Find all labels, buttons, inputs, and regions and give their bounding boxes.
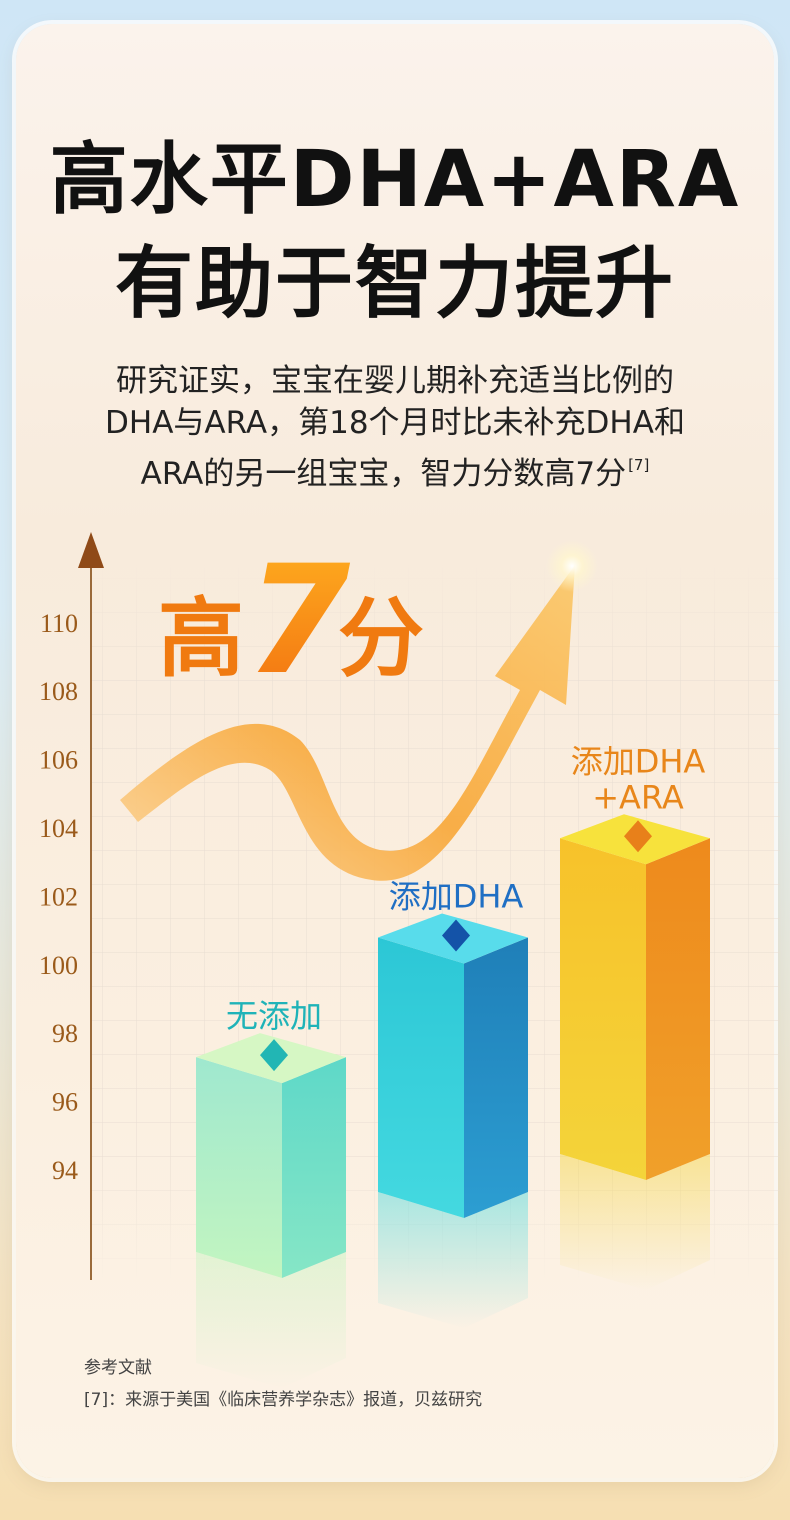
bar-category-label: 添加DHA <box>571 742 706 780</box>
y-tick-label: 110 <box>40 609 78 638</box>
page-title-line1: 高水平DHA+ARA <box>49 135 741 225</box>
y-axis-arrow-icon <box>78 532 104 568</box>
bar: 添加DHA+ARA <box>560 742 710 1290</box>
bar-front-face <box>560 838 646 1180</box>
bar-reflection <box>196 1252 282 1388</box>
bar-reflection <box>646 1154 710 1290</box>
bar-category-label: 无添加 <box>226 997 322 1035</box>
bar-category-label: +ARA <box>592 778 684 816</box>
y-axis-ticks: 94 96 98 100 102 104 106 108 110 <box>39 609 78 1185</box>
bar-reflection <box>560 1154 646 1290</box>
bar-side-face <box>464 937 528 1218</box>
reference-item: [7]：来源于美国《临床营养学杂志》报道，贝兹研究 <box>84 1390 483 1410</box>
bar-reflection <box>282 1252 346 1388</box>
description-line1: 研究证实，宝宝在婴儿期补充适当比例的 <box>116 363 674 399</box>
bar-category-label: 添加DHA <box>389 877 524 915</box>
bar-side-face <box>646 838 710 1180</box>
y-tick-label: 102 <box>39 882 78 911</box>
highlight-prefix: 高 <box>158 589 244 689</box>
value-marker-icon <box>260 1039 288 1072</box>
references: 参考文献 [7]：来源于美国《临床营养学杂志》报道，贝兹研究 <box>84 1352 482 1416</box>
value-marker-icon <box>442 919 470 952</box>
value-marker-icon <box>624 820 652 853</box>
highlight-number: 7 <box>246 534 351 708</box>
bar: 添加DHA <box>378 877 528 1328</box>
description-line3: ARA的另一组宝宝，智力分数高7分 [7] <box>0 444 790 495</box>
citation-mark: [7] <box>628 456 650 474</box>
highlight-suffix: 分 <box>338 589 424 689</box>
references-title: 参考文献 <box>84 1358 152 1378</box>
bar-front-face <box>378 937 464 1218</box>
bar-side-face <box>282 1057 346 1278</box>
y-tick-label: 108 <box>39 677 78 706</box>
description-line3-text: ARA的另一组宝宝，智力分数高7分 <box>140 456 627 492</box>
y-tick-label: 104 <box>39 814 78 843</box>
bar-reflection <box>464 1192 528 1328</box>
description-line2: DHA与ARA，第18个月时比未补充DHA和 <box>105 405 685 441</box>
y-tick-label: 94 <box>52 1156 78 1185</box>
bar-front-face <box>196 1057 282 1278</box>
y-tick-label: 96 <box>52 1088 78 1117</box>
y-tick-label: 106 <box>39 746 78 775</box>
y-tick-label: 100 <box>39 951 78 980</box>
description: 研究证实，宝宝在婴儿期补充适当比例的 DHA与ARA，第18个月时比未补充DHA… <box>0 360 790 495</box>
bar-reflection <box>378 1192 464 1328</box>
bar: 无添加 <box>196 997 346 1388</box>
rising-arrow-icon <box>120 540 598 881</box>
highlight-score: 高 7 分 <box>158 534 424 708</box>
page-title-line2: 有助于智力提升 <box>114 239 675 329</box>
y-tick-label: 98 <box>52 1019 78 1048</box>
